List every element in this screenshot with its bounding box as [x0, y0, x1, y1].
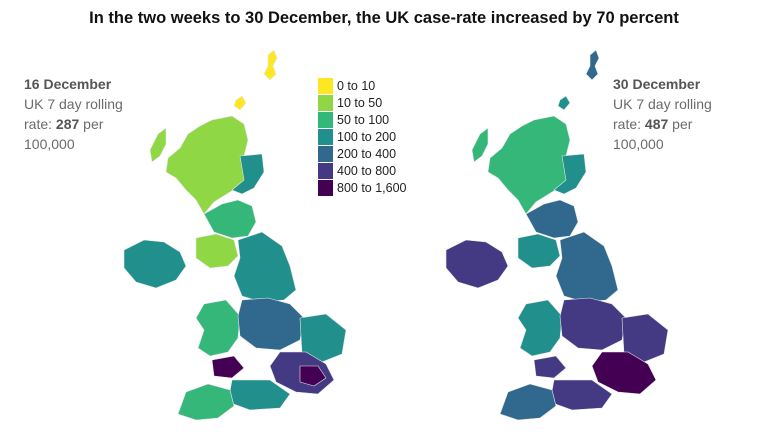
england-north-region	[233, 231, 297, 303]
legend-item: 200 to 400	[318, 145, 407, 162]
left-rate-suffix: per	[79, 116, 104, 132]
right-rate-suffix: per	[668, 116, 693, 132]
western-isles-region	[471, 127, 489, 163]
south-wales-region	[533, 355, 567, 379]
legend-label: 10 to 50	[337, 95, 383, 110]
orkney-region	[233, 95, 247, 111]
orkney-region	[557, 95, 571, 111]
right-line1: UK 7 day rolling	[613, 96, 712, 112]
shetland-region	[585, 49, 600, 81]
map-16-december	[123, 49, 347, 421]
legend-item: 0 to 10	[318, 77, 407, 94]
legend-swatch	[318, 94, 333, 111]
scotland-central-region	[203, 199, 257, 239]
legend-item: 10 to 50	[318, 94, 407, 111]
legend: 0 to 10 10 to 50 50 to 100 100 to 200 20…	[318, 77, 407, 196]
legend-swatch	[318, 179, 333, 196]
england-southwest-region	[499, 383, 557, 421]
south-wales-region	[211, 355, 245, 379]
legend-swatch	[318, 111, 333, 128]
shetland-region	[263, 49, 278, 81]
legend-label: 50 to 100	[337, 112, 390, 127]
legend-label: 100 to 200	[337, 129, 397, 144]
england-southwest-region	[177, 383, 235, 421]
legend-swatch	[318, 145, 333, 162]
scotland-highlands-region	[165, 115, 255, 215]
legend-label: 0 to 10	[337, 78, 376, 93]
northern-ireland-region	[123, 239, 187, 289]
scotland-central-region	[525, 199, 579, 239]
scotland-northeast-region	[553, 153, 587, 195]
left-rate-prefix: rate:	[24, 116, 56, 132]
london-core-region	[299, 365, 327, 387]
england-north-region	[555, 231, 619, 303]
western-isles-region	[149, 127, 167, 163]
left-annotation: 16 December UK 7 day rolling rate: 287 p…	[24, 74, 174, 154]
left-line3: 100,000	[24, 136, 75, 152]
legend-swatch	[318, 77, 333, 94]
legend-item: 50 to 100	[318, 111, 407, 128]
scotland-southwest-region	[517, 233, 561, 269]
wales-region	[195, 299, 241, 357]
right-date: 30 December	[613, 76, 701, 92]
right-rate-prefix: rate:	[613, 116, 645, 132]
legend-label: 800 to 1,600	[337, 180, 407, 195]
scotland-southwest-region	[195, 233, 239, 269]
legend-swatch	[318, 162, 333, 179]
legend-label: 200 to 400	[337, 146, 397, 161]
left-date: 16 December	[24, 76, 112, 92]
legend-item: 400 to 800	[318, 162, 407, 179]
england-midlands-region	[559, 297, 627, 351]
right-rate-value: 487	[644, 116, 669, 132]
legend-swatch	[318, 128, 333, 145]
england-midlands-region	[237, 297, 305, 351]
map-30-december	[445, 49, 669, 421]
left-rate-value: 287	[55, 116, 80, 132]
chart-title: In the two weeks to 30 December, the UK …	[89, 9, 679, 27]
wales-region	[517, 299, 563, 357]
northern-ireland-region	[445, 239, 509, 289]
london-southeast-region	[591, 351, 657, 395]
scotland-highlands-region	[487, 115, 577, 215]
legend-item: 100 to 200	[318, 128, 407, 145]
legend-item: 800 to 1,600	[318, 179, 407, 196]
left-line1: UK 7 day rolling	[24, 96, 123, 112]
legend-label: 400 to 800	[337, 163, 397, 178]
right-annotation: 30 December UK 7 day rolling rate: 487 p…	[613, 74, 763, 154]
scotland-northeast-region	[231, 153, 265, 195]
right-line3: 100,000	[613, 136, 664, 152]
